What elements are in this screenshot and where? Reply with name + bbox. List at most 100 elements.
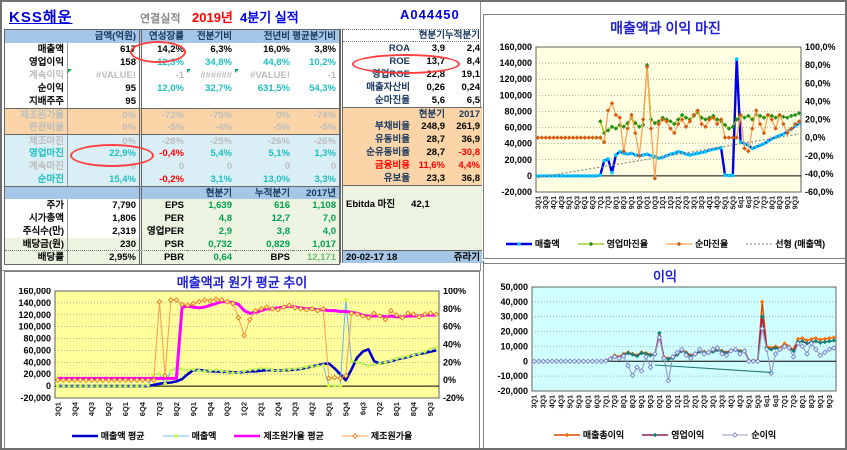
column-header[interactable]: 평균분기비 [292, 30, 339, 43]
cell-value[interactable]: 3,3% [293, 173, 339, 186]
cell-value[interactable]: 22,8 [426, 69, 446, 80]
cell-value[interactable]: 1,017 [293, 238, 339, 251]
row-label[interactable]: 시가총액 [29, 213, 64, 224]
cell-value[interactable] [293, 95, 339, 108]
row-label[interactable]: 영업ROE [371, 69, 410, 80]
column-header[interactable] [343, 107, 413, 120]
column-header[interactable] [5, 30, 67, 43]
column-header[interactable] [343, 29, 413, 42]
cell-amount[interactable]: 15,4% [67, 173, 139, 186]
column-header[interactable] [5, 186, 67, 199]
cell-value[interactable]: 0,24 [461, 82, 481, 93]
spacer-row[interactable] [343, 237, 483, 250]
cell-value[interactable] [187, 95, 235, 108]
cell-amount[interactable]: 7,790 [67, 199, 139, 212]
cell-value[interactable]: 44,8% [263, 57, 290, 68]
cell-value[interactable]: 34,8% [205, 57, 232, 68]
row-label[interactable]: 제조마진 [5, 134, 67, 147]
cell-value[interactable]: -5% [139, 121, 187, 134]
cell-amount[interactable]: #VALUE! [67, 69, 139, 82]
cell-value[interactable]: 36,9 [448, 133, 483, 146]
column-header[interactable]: 현분기 [187, 186, 235, 199]
cell-value[interactable]: 12,7 [235, 212, 293, 225]
row-metric-label[interactable]: 영업PER [139, 225, 187, 238]
cell-value[interactable]: -5% [293, 121, 339, 134]
row-label[interactable]: 금융비용 [343, 159, 413, 172]
cell-value[interactable]: 0,732 [187, 238, 235, 251]
cell-value[interactable]: -75% [187, 108, 235, 121]
row-label[interactable]: 판관비율 [5, 121, 67, 134]
cell-value[interactable]: 6,3% [210, 44, 232, 55]
cell-value[interactable]: 0,26 [426, 82, 446, 93]
cell-amount[interactable]: 0% [67, 108, 139, 121]
cell-value[interactable]: 3,8% [314, 44, 336, 55]
cell-value[interactable]: 4,8 [187, 212, 235, 225]
cell-value[interactable]: 2,4 [466, 43, 480, 54]
cell-value[interactable]: BPS [235, 251, 293, 264]
cell-value[interactable]: 1,639 [187, 199, 235, 212]
cell-value[interactable]: 13,7 [426, 56, 446, 67]
cell-value[interactable]: 36,8 [448, 172, 483, 185]
cell-value[interactable]: -5% [235, 121, 293, 134]
row-label[interactable]: 배당금(원) [5, 238, 67, 251]
row-metric-label[interactable]: EPS [139, 199, 187, 212]
cell-value[interactable] [235, 95, 293, 108]
row-label[interactable]: 유동비율 [343, 133, 413, 146]
cell-amount[interactable]: 0 [67, 160, 139, 173]
cell-value[interactable]: 14,2% [139, 43, 187, 56]
column-header[interactable]: 연성장률 [139, 30, 187, 43]
column-header[interactable] [139, 186, 187, 199]
cell-value[interactable]: 248,9 [413, 120, 448, 133]
cell-value[interactable]: 10,2% [309, 57, 336, 68]
cell-amount[interactable]: 0% [67, 121, 139, 134]
cell-value[interactable]: 0% [235, 108, 293, 121]
cell-value[interactable]: 2,9 [187, 225, 235, 238]
cell-value[interactable]: 32,7% [205, 83, 232, 94]
column-header[interactable] [67, 186, 139, 199]
cell-value[interactable]: 13,0% [235, 173, 293, 186]
cell-value[interactable]: 28,7 [413, 133, 448, 146]
cell-value[interactable]: 3,1% [187, 173, 235, 186]
cell-value[interactable]: 28,7 [413, 146, 448, 159]
cell-amount[interactable]: 1,806 [67, 212, 139, 225]
cell-value[interactable]: 261,9 [448, 120, 483, 133]
row-label[interactable]: 순마진율 [375, 95, 410, 106]
cell-value[interactable]: -4% [187, 121, 235, 134]
cell-value[interactable]: 0 [139, 160, 187, 173]
cell-value[interactable]: 0 [235, 160, 293, 173]
cell-value[interactable]: -1 [327, 70, 336, 81]
cell-value[interactable]: 1,108 [293, 199, 339, 212]
column-header[interactable]: 2017 [448, 107, 483, 120]
row-label[interactable]: ROA [388, 43, 410, 54]
cell-amount[interactable]: 0% [67, 134, 139, 147]
cell-value[interactable]: -30,8 [448, 146, 483, 159]
row-label[interactable]: ROE [389, 56, 410, 67]
cell-value[interactable]: 11,6% [413, 159, 448, 172]
column-header[interactable]: 전년비 [235, 30, 293, 43]
row-label[interactable]: 배당률 [5, 251, 67, 264]
cell-value[interactable]: 5,4% [187, 147, 235, 160]
row-label[interactable]: 영업이익 [29, 57, 64, 68]
cell-value[interactable]: 0 [187, 160, 235, 173]
cell-value[interactable]: 5,6 [431, 95, 445, 106]
cell-amount[interactable]: 617 [67, 43, 139, 56]
row-metric-label[interactable]: PSR [139, 238, 187, 251]
cell-value[interactable]: 3,9 [431, 43, 445, 54]
row-label[interactable]: 영업마진 [5, 147, 67, 160]
cell-value[interactable]: -28% [139, 134, 187, 147]
row-label[interactable]: 제조원가율 [5, 108, 67, 121]
column-header[interactable]: 2017년 [293, 186, 339, 199]
row-metric-label[interactable]: PER [139, 212, 187, 225]
cell-value[interactable]: 4,0 [293, 225, 339, 238]
row-label[interactable]: 순이익 [37, 83, 64, 94]
cell-amount[interactable]: 22,9% [67, 147, 139, 160]
cell-value[interactable]: 12,0% [139, 82, 187, 95]
row-label[interactable]: 순유동비율 [343, 146, 413, 159]
cell-value[interactable]: 0 [293, 160, 339, 173]
row-label[interactable]: 매출액 [37, 44, 64, 55]
cell-value[interactable]: 16,0% [263, 44, 290, 55]
row-label[interactable]: 순마진 [5, 173, 67, 186]
cell-value[interactable] [139, 95, 187, 108]
cell-value[interactable]: 7,0 [293, 212, 339, 225]
cell-value[interactable]: 616 [235, 199, 293, 212]
